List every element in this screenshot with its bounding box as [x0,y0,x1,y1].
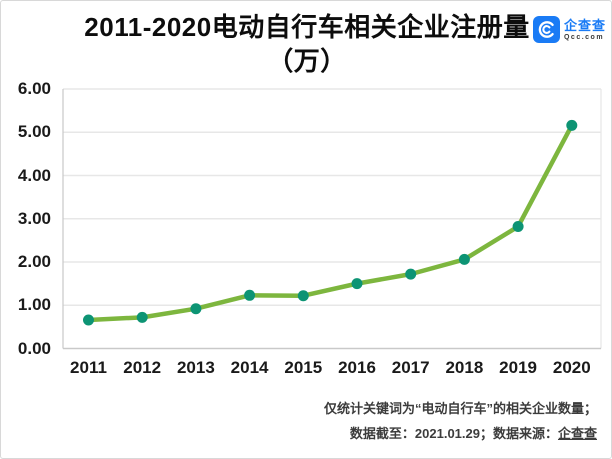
page-title-line1: 2011-2020电动自行车相关企业注册量 [84,12,530,42]
y-tick-label: 2.00 [17,252,51,271]
data-point-2017 [405,268,417,280]
x-tick-label: 2020 [552,358,591,377]
footnote-line1: 仅统计关键词为“电动自行车”的相关企业数量； [323,401,597,416]
data-point-2014 [244,289,256,301]
data-point-2013 [190,303,202,315]
y-tick-label: 6.00 [17,79,51,98]
y-tick-label: 4.00 [17,165,51,185]
data-point-2018 [458,253,470,265]
data-point-2019 [512,221,524,233]
qcc-logo[interactable]: 企查查 Qcc.com [532,16,606,43]
data-point-2012 [136,311,148,323]
y-tick-label: 5.00 [17,122,51,142]
x-tick-label: 2014 [230,358,269,377]
y-tick-label: 0.00 [17,338,51,358]
data-point-2016 [351,278,363,290]
footnote-source-link[interactable]: 企查查 [557,426,597,441]
footnote-line2-prefix: 数据截至：2021.01.29；数据来源： [349,426,558,441]
data-point-2020 [566,119,578,131]
qcc-brand-name: 企查查 [563,17,606,33]
x-tick-label: 2019 [499,358,537,377]
x-tick-label: 2018 [445,358,484,377]
page-title-line2: （万） [267,46,347,76]
x-tick-label: 2011 [70,358,107,377]
data-point-2015 [297,290,309,302]
data-point-2011 [83,314,94,326]
chart-footnote: 仅统计关键词为“电动自行车”的相关企业数量； 数据截至：2021.01.29；数… [324,396,597,446]
qcc-logo-text: 企查查 Qcc.com [564,19,606,41]
x-tick-label: 2016 [338,358,376,377]
qcc-domain: Qcc.com [563,33,605,41]
footnote-line2: 数据截至：2021.01.29；数据来源：企查查 [324,421,597,446]
data-line [86,123,575,323]
x-tick-label: 2013 [176,358,215,377]
x-tick-label: 2015 [284,358,323,377]
x-tick-label: 2012 [123,358,162,377]
y-tick-label: 1.00 [17,295,51,315]
x-tick-label: 2017 [391,358,430,377]
qcc-swirl-icon [532,16,560,43]
page-title: 2011-2020电动自行车相关企业注册量 （万） [1,10,611,78]
y-tick-label: 3.00 [17,208,51,228]
